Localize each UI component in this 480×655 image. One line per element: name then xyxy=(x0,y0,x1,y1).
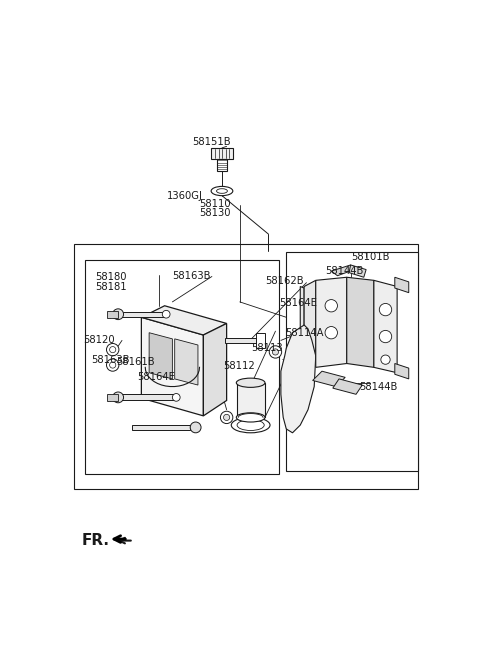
Circle shape xyxy=(272,349,278,355)
Bar xyxy=(286,252,418,472)
FancyArrowPatch shape xyxy=(120,538,131,544)
Text: 58110: 58110 xyxy=(200,199,231,209)
Circle shape xyxy=(113,392,123,403)
Text: 58180: 58180 xyxy=(95,272,126,282)
Circle shape xyxy=(379,330,392,343)
Polygon shape xyxy=(281,325,316,433)
Polygon shape xyxy=(118,394,176,400)
Circle shape xyxy=(162,310,170,318)
Polygon shape xyxy=(349,265,366,277)
Circle shape xyxy=(381,355,390,364)
Circle shape xyxy=(107,343,119,356)
Text: 58181: 58181 xyxy=(95,282,127,291)
Text: 58101B: 58101B xyxy=(351,252,390,262)
Polygon shape xyxy=(142,306,227,335)
Text: 58161B: 58161B xyxy=(116,357,155,367)
Polygon shape xyxy=(333,379,362,394)
Text: 58130: 58130 xyxy=(200,208,231,218)
Circle shape xyxy=(224,415,230,421)
Polygon shape xyxy=(225,338,262,343)
Polygon shape xyxy=(175,339,198,385)
Circle shape xyxy=(190,422,201,433)
Text: 58151B: 58151B xyxy=(192,137,230,147)
Text: 58164E: 58164E xyxy=(137,372,175,383)
Ellipse shape xyxy=(236,413,265,422)
Text: 58114A: 58114A xyxy=(285,328,323,338)
Ellipse shape xyxy=(231,417,270,433)
Polygon shape xyxy=(312,371,345,386)
Text: 58112: 58112 xyxy=(223,361,254,371)
Circle shape xyxy=(109,362,116,368)
Text: 58113: 58113 xyxy=(252,343,283,353)
Circle shape xyxy=(220,411,233,424)
Text: 58120: 58120 xyxy=(83,335,115,345)
Text: 58144B: 58144B xyxy=(359,382,397,392)
Polygon shape xyxy=(142,317,204,416)
Text: FR.: FR. xyxy=(82,533,110,548)
Text: 58163B: 58163B xyxy=(91,354,130,365)
Text: 1360GJ: 1360GJ xyxy=(167,191,203,201)
Polygon shape xyxy=(347,277,374,367)
Polygon shape xyxy=(300,286,304,364)
Text: 58162B: 58162B xyxy=(265,276,304,286)
Text: 58144B: 58144B xyxy=(325,266,363,276)
Polygon shape xyxy=(107,311,118,318)
Circle shape xyxy=(269,346,282,358)
Circle shape xyxy=(107,359,119,371)
Polygon shape xyxy=(316,277,347,367)
Circle shape xyxy=(379,303,392,316)
Polygon shape xyxy=(331,265,355,276)
Ellipse shape xyxy=(236,378,265,387)
Polygon shape xyxy=(217,159,227,171)
Ellipse shape xyxy=(211,187,233,196)
Bar xyxy=(74,244,418,489)
Polygon shape xyxy=(211,148,233,159)
Polygon shape xyxy=(395,277,409,293)
Polygon shape xyxy=(204,324,227,416)
Text: 58163B: 58163B xyxy=(172,271,211,282)
Circle shape xyxy=(113,309,123,320)
Bar xyxy=(85,259,278,474)
Polygon shape xyxy=(107,394,118,402)
Circle shape xyxy=(109,346,116,353)
Circle shape xyxy=(325,327,337,339)
Polygon shape xyxy=(237,383,265,417)
Polygon shape xyxy=(149,333,172,379)
Polygon shape xyxy=(395,364,409,379)
Ellipse shape xyxy=(237,420,264,430)
Circle shape xyxy=(172,394,180,402)
Polygon shape xyxy=(256,333,265,348)
Polygon shape xyxy=(304,280,316,364)
Polygon shape xyxy=(374,280,397,373)
Circle shape xyxy=(325,299,337,312)
Ellipse shape xyxy=(216,189,228,193)
Text: 58164E: 58164E xyxy=(279,299,317,309)
Polygon shape xyxy=(132,425,190,430)
Polygon shape xyxy=(118,312,166,317)
